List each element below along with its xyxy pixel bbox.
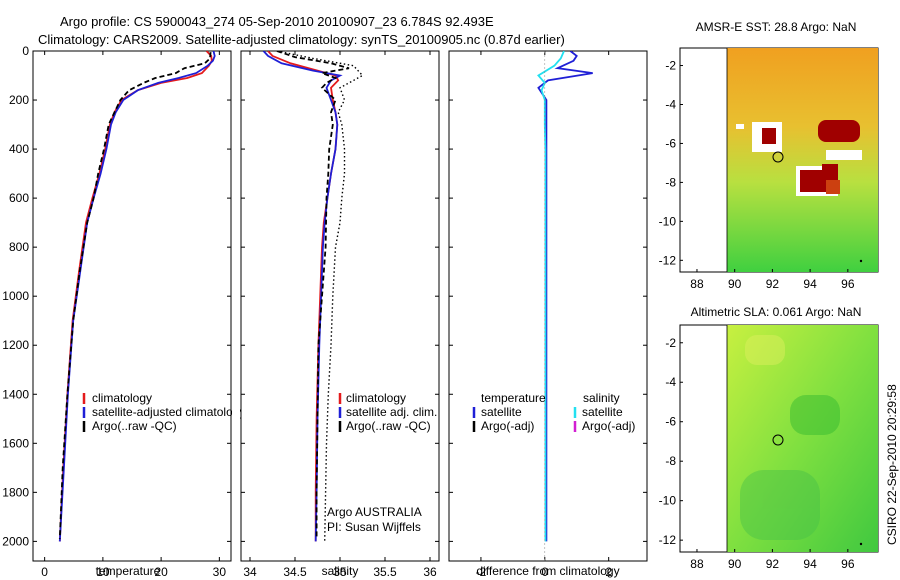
x-tick-label: 0 (541, 565, 548, 579)
y-tick-label: 400 (9, 142, 29, 156)
difference-panel: -2 0 2 difference from climatology tempera… (448, 50, 648, 579)
map-x-tick-label: 94 (803, 557, 817, 571)
figure-title-line1: Argo profile: CS 5900043_274 05-Sep-2010… (60, 14, 494, 29)
x-tick-label: 34.5 (283, 565, 307, 579)
y-tick-label: 1800 (2, 485, 29, 499)
temperature-panel: 0 10 20 30 0 200 400 600 800 1000 1200 1400 1600 1800… (2, 44, 245, 579)
sla-map-panel: Altimetric SLA: 0.061 Argo: NaN 88 90 92 94… (659, 305, 879, 571)
map-y-tick-label: -6 (665, 415, 676, 429)
y-tick-label: 2000 (2, 534, 29, 548)
map-y-tick-label: -10 (659, 494, 677, 508)
series-satellite-adj-clim- (262, 51, 343, 542)
map-x-tick-label: 90 (728, 277, 742, 291)
temperature-legend-satellite: satellite-adjusted climatology (92, 405, 245, 419)
map-x-tick-label: 94 (803, 277, 817, 291)
sst-hotspots (736, 120, 862, 196)
salinity-panel: 34 34.5 35 35.5 36 salinity climatology sate… (240, 50, 440, 579)
temperature-plot-area (58, 51, 216, 542)
map-x-tick-label: 90 (728, 557, 742, 571)
y-tick-label: 0 (22, 44, 29, 58)
map-y-tick-label: -6 (665, 136, 676, 150)
x-tick-label: 35 (333, 565, 347, 579)
x-tick-label: 36 (423, 565, 437, 579)
salinity-legend-satellite: satellite adj. clim. (346, 405, 437, 419)
temperature-legend-climatology: climatology (92, 391, 152, 405)
sla-map-title: Altimetric SLA: 0.061 Argo: NaN (691, 305, 862, 319)
difference-legend-temp-argo: Argo(-adj) (481, 419, 534, 433)
y-tick-label: 1000 (2, 289, 29, 303)
x-tick-label: 20 (154, 565, 168, 579)
sst-map-panel: AMSR-E SST: 28.8 Argo: NaN 88 90 92 94 96 -2 -… (659, 20, 879, 291)
salinity-plot-area (262, 51, 364, 542)
sst-argo-marker (772, 151, 784, 163)
map-y-tick-label: -10 (659, 214, 677, 228)
y-tick-label: 1400 (2, 387, 29, 401)
difference-legend-salinity-title: salinity (583, 391, 620, 405)
difference-plot-area (537, 51, 593, 561)
temperature-axes-frame (32, 50, 232, 562)
map-y-tick-label: -8 (665, 175, 676, 189)
series-argo-raw-qc- (58, 52, 212, 539)
x-tick-label: 35.5 (373, 565, 397, 579)
salinity-xlabel: salinity (322, 564, 359, 578)
salinity-axes-frame (240, 50, 440, 562)
x-tick-label: 34 (243, 565, 257, 579)
difference-legend-sal-satellite: satellite (582, 405, 623, 419)
x-tick-label: 0 (41, 565, 48, 579)
map-y-tick-label: -8 (665, 454, 676, 468)
difference-legend-sal-argo: Argo(-adj) (582, 419, 635, 433)
map-y-tick-label: -4 (665, 375, 676, 389)
difference-legend-temperature-title: temperature (481, 391, 546, 405)
map-x-tick-label: 96 (841, 557, 855, 571)
sla-argo-marker (772, 434, 784, 446)
temperature-ticks: 0 10 20 30 0 200 400 600 800 1000 1200 1400 1600 1800… (2, 44, 231, 579)
y-tick-label: 600 (9, 191, 29, 205)
series-argo-raw-qc- (276, 51, 350, 539)
x-tick-label: -2 (476, 565, 487, 579)
x-tick-label: 30 (213, 565, 227, 579)
difference-ticks: -2 0 2 (449, 50, 647, 579)
map-y-tick-label: -2 (665, 336, 676, 350)
series-temperature-satellite (537, 51, 593, 542)
difference-legend: temperature salinity satellite Argo(-adj… (472, 391, 635, 433)
map-x-tick-label: 92 (766, 277, 780, 291)
y-tick-label: 200 (9, 93, 29, 107)
sla-map-ticks: 88 90 92 94 96 -2 -4 -6 -8 -10 -12 (659, 336, 855, 571)
sla-small-dot (859, 542, 863, 546)
difference-axes-frame (448, 50, 648, 562)
sst-small-dot (859, 259, 863, 263)
map-x-tick-label: 96 (841, 277, 855, 291)
footer-credit: CSIRO 22-Sep-2010 20:29:58 (885, 384, 899, 545)
x-tick-label: 10 (96, 565, 110, 579)
map-x-tick-label: 92 (766, 557, 780, 571)
difference-xlabel: difference from climatology (476, 564, 619, 578)
sla-field (727, 325, 878, 552)
figure-title-line2: Climatology: CARS2009. Satellite-adjuste… (38, 32, 565, 47)
y-tick-label: 1200 (2, 338, 29, 352)
map-y-tick-label: -12 (659, 253, 677, 267)
temperature-legend: climatology satellite-adjusted climatolo… (82, 391, 245, 433)
salinity-annotation-pi: PI: Susan Wijffels (327, 520, 421, 534)
sst-map-ticks: 88 90 92 94 96 -2 -4 -6 -8 -10 -12 (659, 59, 855, 291)
map-y-tick-label: -4 (665, 97, 676, 111)
map-x-tick-label: 88 (690, 557, 704, 571)
map-y-tick-label: -2 (665, 59, 676, 73)
series-satellite-adjusted-climatology (58, 51, 216, 542)
difference-legend-temp-satellite: satellite (481, 405, 522, 419)
salinity-ticks: 34 34.5 35 35.5 36 (241, 50, 439, 579)
temperature-xlabel: temperature (96, 564, 161, 578)
y-tick-label: 800 (9, 240, 29, 254)
temperature-legend-argo: Argo(..raw -QC) (92, 419, 177, 433)
map-y-tick-label: -12 (659, 533, 677, 547)
map-x-tick-label: 88 (690, 277, 704, 291)
salinity-legend-climatology: climatology (346, 391, 406, 405)
salinity-annotation-program: Argo AUSTRALIA (327, 505, 422, 519)
salinity-legend-argo: Argo(..raw -QC) (346, 419, 431, 433)
sla-patches (740, 335, 840, 540)
salinity-legend: climatology satellite adj. clim. Argo(..… (338, 391, 437, 433)
y-tick-label: 1600 (2, 436, 29, 450)
x-tick-label: 2 (605, 565, 612, 579)
sst-map-title: AMSR-E SST: 28.8 Argo: NaN (696, 20, 857, 34)
